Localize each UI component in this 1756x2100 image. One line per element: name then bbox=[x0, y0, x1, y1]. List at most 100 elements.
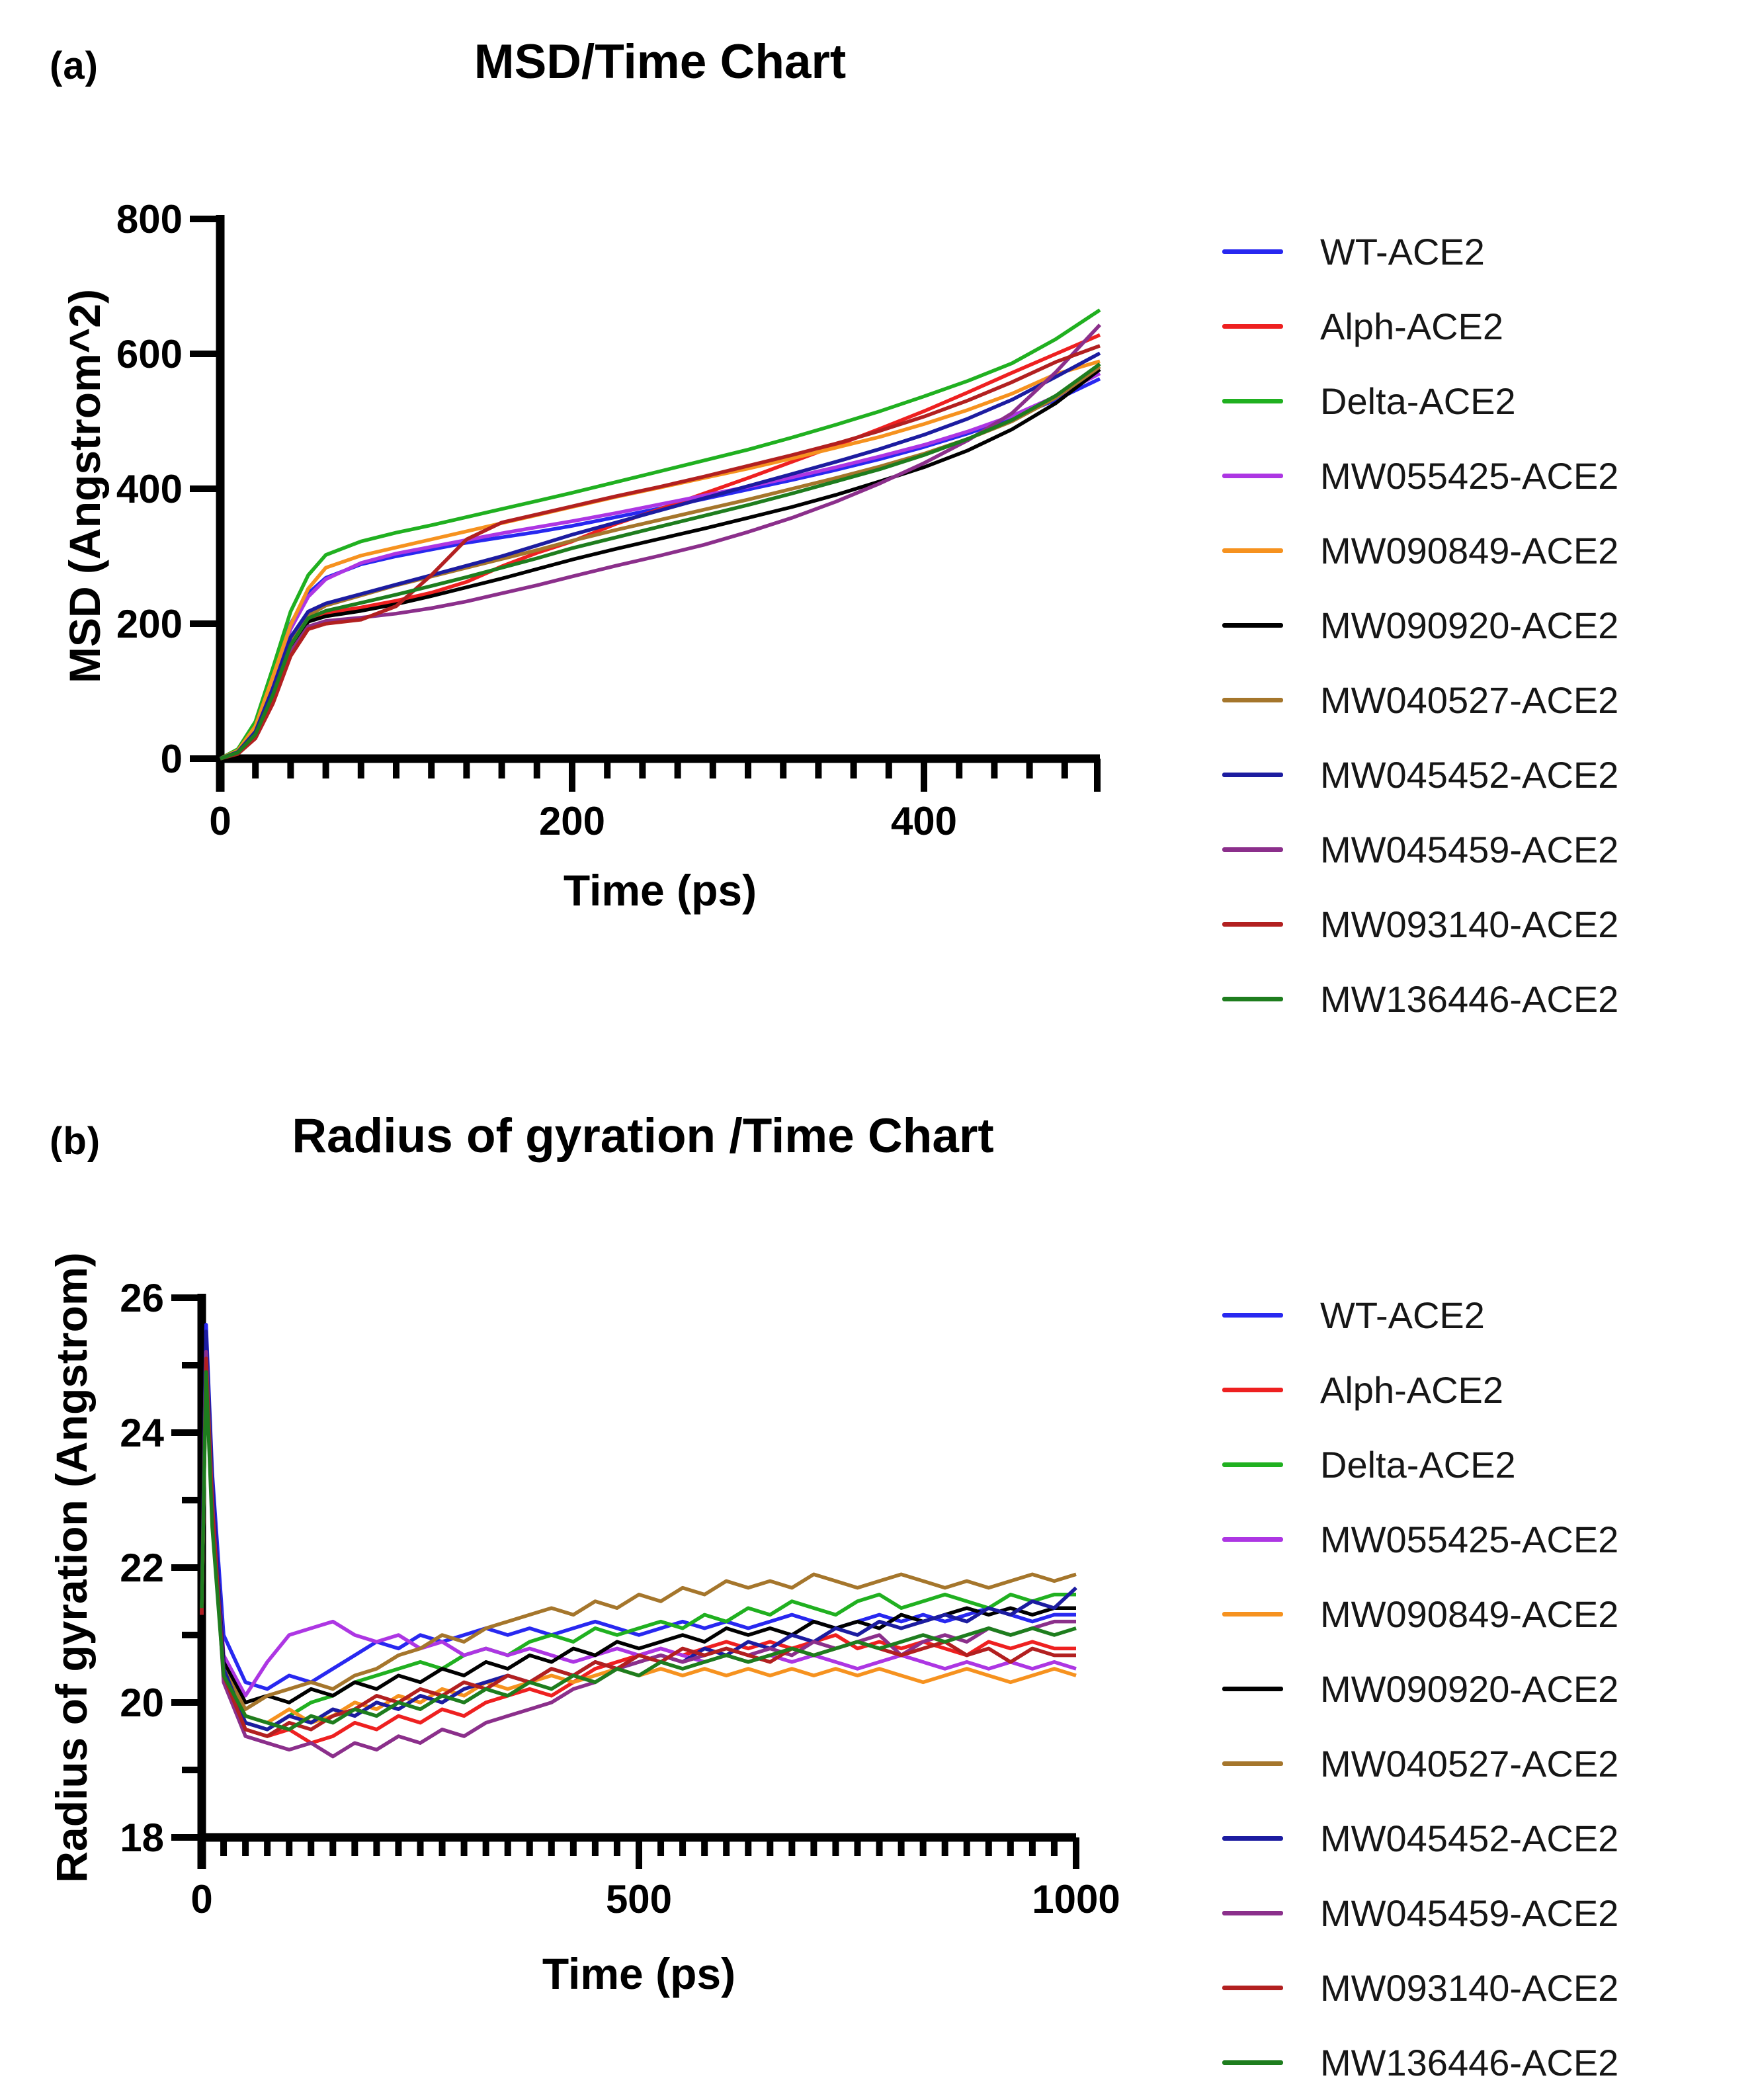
legend-label: WT-ACE2 bbox=[1320, 1294, 1485, 1336]
legend-label: MW040527-ACE2 bbox=[1320, 679, 1619, 721]
series-line-Delta-ACE2 bbox=[200, 1363, 1076, 1732]
legend-color-line-icon bbox=[1222, 324, 1283, 329]
legend-color-line-icon bbox=[1222, 997, 1283, 1001]
legend-color-line-icon bbox=[1222, 922, 1283, 927]
x-tick-label: 500 bbox=[606, 1877, 672, 1921]
tick-labels-a: 0 200 400 600 800 0 200 400 bbox=[116, 197, 957, 843]
legend-label: WT-ACE2 bbox=[1320, 231, 1485, 273]
legend-item-MW136446-ACE2: MW136446-ACE2 bbox=[1222, 962, 1618, 1036]
legend-item-MW040527-ACE2: MW040527-ACE2 bbox=[1222, 1726, 1618, 1801]
legend-color-line-icon bbox=[1222, 2060, 1283, 2065]
legend-item-MW090920-ACE2: MW090920-ACE2 bbox=[1222, 588, 1618, 663]
legend-color-line-icon bbox=[1222, 1761, 1283, 1766]
legend-color-line-icon bbox=[1222, 548, 1283, 553]
legend-label: MW093140-ACE2 bbox=[1320, 903, 1619, 945]
y-tick-label: 24 bbox=[120, 1411, 164, 1455]
x-tick-label: 200 bbox=[539, 799, 605, 843]
x-tick-label: 1000 bbox=[1032, 1877, 1120, 1921]
legend-item-Alph-ACE2: Alph-ACE2 bbox=[1222, 1353, 1618, 1427]
series-line-MW055425-ACE2 bbox=[219, 372, 1101, 761]
legend-color-line-icon bbox=[1222, 1388, 1283, 1392]
legend-item-MW045452-ACE2: MW045452-ACE2 bbox=[1222, 1801, 1618, 1876]
legend-item-MW093140-ACE2: MW093140-ACE2 bbox=[1222, 887, 1618, 962]
legend-item-MW055425-ACE2: MW055425-ACE2 bbox=[1222, 1502, 1618, 1577]
axes-a bbox=[190, 215, 1101, 792]
legend-item-MW090849-ACE2: MW090849-ACE2 bbox=[1222, 1577, 1618, 1652]
y-tick-label: 26 bbox=[120, 1276, 164, 1320]
legend-item-Delta-ACE2: Delta-ACE2 bbox=[1222, 364, 1618, 439]
legend-label: Delta-ACE2 bbox=[1320, 1444, 1516, 1486]
legend-label: MW090920-ACE2 bbox=[1320, 605, 1619, 646]
series-line-MW093140-ACE2 bbox=[220, 344, 1101, 761]
panel-b-x-axis-title: Time (ps) bbox=[542, 1949, 736, 1998]
legend-label: MW045459-ACE2 bbox=[1320, 1892, 1619, 1934]
legend-color-line-icon bbox=[1222, 1462, 1283, 1467]
legend-item-MW090849-ACE2: MW090849-ACE2 bbox=[1222, 513, 1618, 588]
legend-label: MW136446-ACE2 bbox=[1320, 2042, 1619, 2083]
axes-b bbox=[171, 1294, 1079, 1869]
legend-item-MW136446-ACE2: MW136446-ACE2 bbox=[1222, 2025, 1618, 2100]
legend-item-WT-ACE2: WT-ACE2 bbox=[1222, 214, 1618, 289]
x-tick-label: 400 bbox=[891, 799, 957, 843]
legend-label: Delta-ACE2 bbox=[1320, 380, 1516, 422]
legend-item-MW040527-ACE2: MW040527-ACE2 bbox=[1222, 663, 1618, 737]
panel-a-x-axis-title: Time (ps) bbox=[563, 866, 757, 915]
legend-label: MW040527-ACE2 bbox=[1320, 1743, 1619, 1785]
legend-item-Alph-ACE2: Alph-ACE2 bbox=[1222, 289, 1618, 364]
series-line-MW040527-ACE2 bbox=[200, 1363, 1077, 1711]
legend-label: MW136446-ACE2 bbox=[1320, 978, 1619, 1020]
series-line-MW045459-ACE2 bbox=[220, 323, 1102, 761]
y-tick-label: 800 bbox=[116, 197, 183, 241]
legend-item-MW055425-ACE2: MW055425-ACE2 bbox=[1222, 439, 1618, 513]
legend-color-line-icon bbox=[1222, 1911, 1283, 1915]
legend-color-line-icon bbox=[1222, 399, 1283, 403]
series-line-MW045452-ACE2 bbox=[220, 351, 1101, 761]
legend-label: Alph-ACE2 bbox=[1320, 1369, 1504, 1411]
legend-item-MW045452-ACE2: MW045452-ACE2 bbox=[1222, 737, 1618, 812]
legend-item-MW090920-ACE2: MW090920-ACE2 bbox=[1222, 1652, 1618, 1726]
series-line-MW055425-ACE2 bbox=[200, 1343, 1077, 1698]
y-tick-label: 22 bbox=[120, 1546, 164, 1590]
legend-label: MW045452-ACE2 bbox=[1320, 754, 1619, 796]
legend-color-line-icon bbox=[1222, 1537, 1283, 1542]
legend-color-line-icon bbox=[1222, 1313, 1283, 1318]
tick-labels-b: 18 20 22 24 26 0 500 1000 bbox=[120, 1276, 1120, 1921]
legend-color-line-icon bbox=[1222, 1986, 1283, 1990]
panel-a-label: (a) bbox=[50, 44, 99, 87]
panel-b-title: Radius of gyration /Time Chart bbox=[292, 1109, 994, 1163]
y-tick-label: 20 bbox=[120, 1681, 164, 1725]
y-tick-label: 0 bbox=[161, 737, 183, 781]
legend-color-line-icon bbox=[1222, 1612, 1283, 1617]
legend-color-line-icon bbox=[1222, 698, 1283, 702]
y-tick-label: 600 bbox=[116, 332, 183, 376]
x-tick-label: 0 bbox=[209, 799, 231, 843]
series-lines-b bbox=[200, 1323, 1077, 1759]
legend-label: Alph-ACE2 bbox=[1320, 306, 1504, 347]
legend-color-line-icon bbox=[1222, 773, 1283, 777]
x-tick-label: 0 bbox=[190, 1877, 212, 1921]
y-tick-label: 400 bbox=[116, 467, 183, 511]
legend-color-line-icon bbox=[1222, 623, 1283, 628]
series-line-Alph-ACE2 bbox=[200, 1349, 1076, 1745]
legend-color-line-icon bbox=[1222, 249, 1283, 254]
legend-label: MW093140-ACE2 bbox=[1320, 1967, 1619, 2009]
legend-item-MW045459-ACE2: MW045459-ACE2 bbox=[1222, 1876, 1618, 1951]
legend-color-line-icon bbox=[1222, 1836, 1283, 1841]
legend-label: MW090920-ACE2 bbox=[1320, 1668, 1619, 1710]
legend-b: WT-ACE2 Alph-ACE2 Delta-ACE2 MW055425-ACE2 M… bbox=[1222, 1278, 1618, 2100]
legend-item-MW093140-ACE2: MW093140-ACE2 bbox=[1222, 1951, 1618, 2025]
legend-item-Delta-ACE2: Delta-ACE2 bbox=[1222, 1427, 1618, 1502]
series-line-MW093140-ACE2 bbox=[200, 1357, 1076, 1738]
series-lines-a bbox=[219, 308, 1102, 761]
series-line-Delta-ACE2 bbox=[219, 308, 1101, 761]
panel-a-title: MSD/Time Chart bbox=[474, 35, 847, 89]
legend-label: MW045459-ACE2 bbox=[1320, 829, 1619, 870]
legend-color-line-icon bbox=[1222, 847, 1283, 852]
legend-item-WT-ACE2: WT-ACE2 bbox=[1222, 1278, 1618, 1353]
legend-color-line-icon bbox=[1222, 1687, 1283, 1691]
legend-a: WT-ACE2 Alph-ACE2 Delta-ACE2 MW055425-ACE2 M… bbox=[1222, 214, 1618, 1036]
y-tick-label: 18 bbox=[120, 1816, 164, 1860]
